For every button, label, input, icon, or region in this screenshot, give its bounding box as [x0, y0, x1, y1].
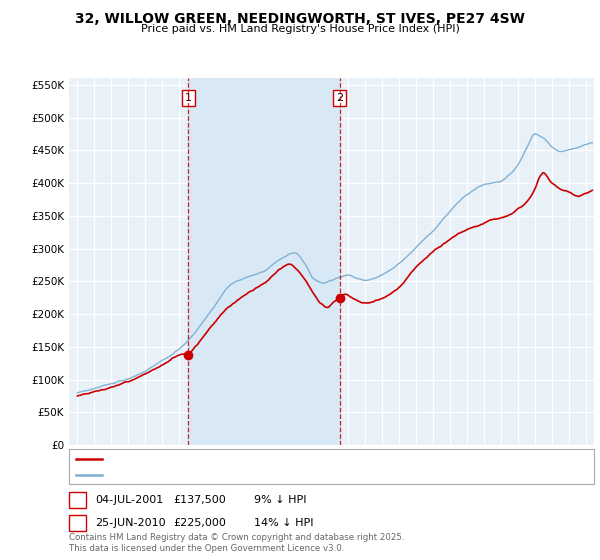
Text: 9% ↓ HPI: 9% ↓ HPI: [254, 495, 307, 505]
Text: 2: 2: [74, 516, 81, 530]
Text: £137,500: £137,500: [173, 495, 226, 505]
Text: 2: 2: [336, 93, 343, 103]
Text: Price paid vs. HM Land Registry's House Price Index (HPI): Price paid vs. HM Land Registry's House …: [140, 24, 460, 34]
Text: HPI: Average price, detached house, Huntingdonshire: HPI: Average price, detached house, Hunt…: [107, 470, 374, 480]
Text: 32, WILLOW GREEN, NEEDINGWORTH, ST IVES, PE27 4SW (detached house): 32, WILLOW GREEN, NEEDINGWORTH, ST IVES,…: [107, 454, 485, 464]
Text: Contains HM Land Registry data © Crown copyright and database right 2025.
This d: Contains HM Land Registry data © Crown c…: [69, 533, 404, 553]
Text: 1: 1: [185, 93, 192, 103]
Text: 14% ↓ HPI: 14% ↓ HPI: [254, 518, 313, 528]
Text: 32, WILLOW GREEN, NEEDINGWORTH, ST IVES, PE27 4SW: 32, WILLOW GREEN, NEEDINGWORTH, ST IVES,…: [75, 12, 525, 26]
Text: 25-JUN-2010: 25-JUN-2010: [95, 518, 166, 528]
Text: 04-JUL-2001: 04-JUL-2001: [95, 495, 163, 505]
Text: 1: 1: [74, 493, 81, 507]
Bar: [188, 78, 340, 445]
Text: £225,000: £225,000: [173, 518, 226, 528]
